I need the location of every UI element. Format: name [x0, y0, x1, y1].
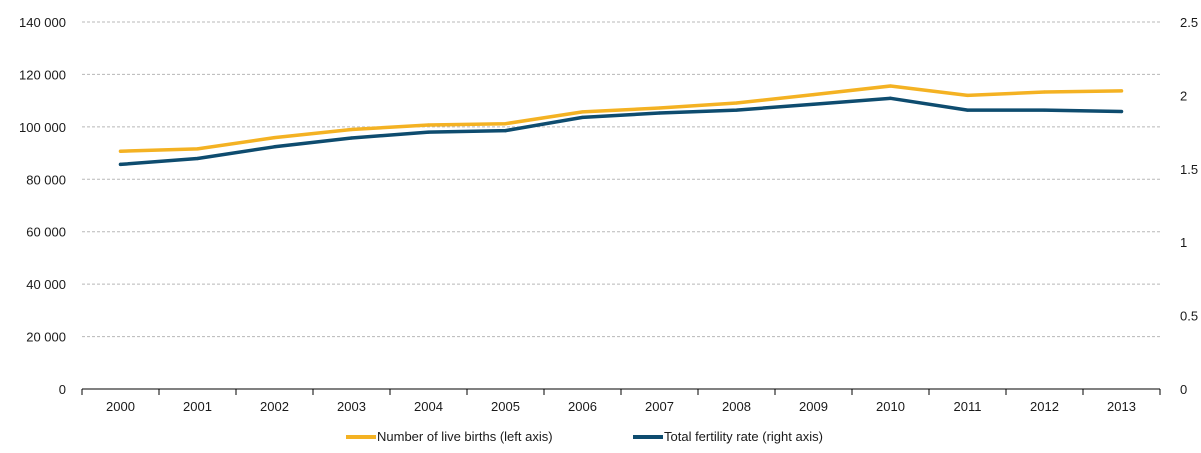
data-point	[811, 102, 816, 106]
data-point	[272, 136, 277, 140]
data-point	[888, 84, 893, 88]
data-point	[426, 123, 431, 127]
data-point	[503, 129, 508, 133]
legend: Number of live births (left axis) Total f…	[346, 429, 823, 444]
data-point	[657, 111, 662, 115]
x-axis-tick-label: 2001	[183, 399, 212, 414]
left-axis-tick-label: 140 000	[19, 15, 66, 30]
right-axis-tick-label: 2.5	[1180, 15, 1198, 30]
data-point	[965, 93, 970, 97]
x-axis-tick-label: 2007	[645, 399, 674, 414]
right-axis-tick-label: 2	[1180, 88, 1187, 103]
left-axis-tick-label: 100 000	[19, 120, 66, 135]
data-point	[1119, 109, 1124, 114]
left-axis-tick-label: 60 000	[26, 225, 66, 240]
data-point	[965, 108, 970, 112]
data-point	[118, 162, 123, 166]
data-point	[426, 130, 431, 134]
data-point	[503, 122, 508, 126]
x-axis-tick-label: 2005	[491, 399, 520, 414]
x-axis-tick-label: 2004	[414, 399, 443, 414]
right-axis-tick-label: 0	[1180, 382, 1187, 397]
x-axis-tick-label: 2003	[337, 399, 366, 414]
data-point	[580, 110, 585, 114]
data-point	[888, 96, 893, 100]
left-axis-tick-label: 40 000	[26, 277, 66, 292]
x-axis-tick-label: 2009	[799, 399, 828, 414]
data-point	[734, 101, 739, 105]
data-point	[349, 136, 354, 140]
series-lines	[118, 84, 1124, 167]
legend-label: Number of live births (left axis)	[377, 429, 553, 444]
right-axis-tick-label: 1.5	[1180, 162, 1198, 177]
right-axis-tick-label: 0.5	[1180, 309, 1198, 324]
x-axis-tick-label: 2006	[568, 399, 597, 414]
x-axis-tick-label: 2000	[106, 399, 135, 414]
left-axis-tick-label: 80 000	[26, 172, 66, 187]
series-line-fertility-rate	[118, 96, 1124, 167]
x-axis-tick-label: 2002	[260, 399, 289, 414]
left-axis-tick-label: 20 000	[26, 330, 66, 345]
data-point	[657, 106, 662, 110]
left-axis-tick-label: 120 000	[19, 67, 66, 82]
data-point	[118, 149, 123, 153]
data-point	[349, 127, 354, 132]
data-point	[580, 115, 585, 120]
data-point	[1119, 89, 1124, 93]
left-axis-tick-label: 0	[59, 382, 66, 397]
legend-label: Total fertility rate (right axis)	[664, 429, 823, 444]
series-line-live-births	[118, 84, 1124, 153]
data-point	[272, 145, 277, 149]
right-axis-tick-label: 1	[1180, 235, 1187, 250]
x-axis-tick-label: 2008	[722, 399, 751, 414]
axes: 0 20 000 40 000 60 000 80 000 100 000 120 000 1…	[19, 15, 1198, 414]
data-point	[195, 147, 200, 151]
gridlines	[82, 21, 1160, 338]
x-axis-tick-label: 2012	[1030, 399, 1059, 414]
x-axis-tick-label: 2011	[954, 399, 982, 414]
x-axis-tick-label: 2013	[1107, 399, 1136, 414]
data-point	[734, 108, 739, 112]
data-point	[1042, 90, 1047, 94]
data-point	[811, 93, 816, 97]
x-axis-tick-label: 2010	[876, 399, 905, 414]
data-point	[1042, 108, 1047, 112]
data-point	[195, 156, 200, 161]
